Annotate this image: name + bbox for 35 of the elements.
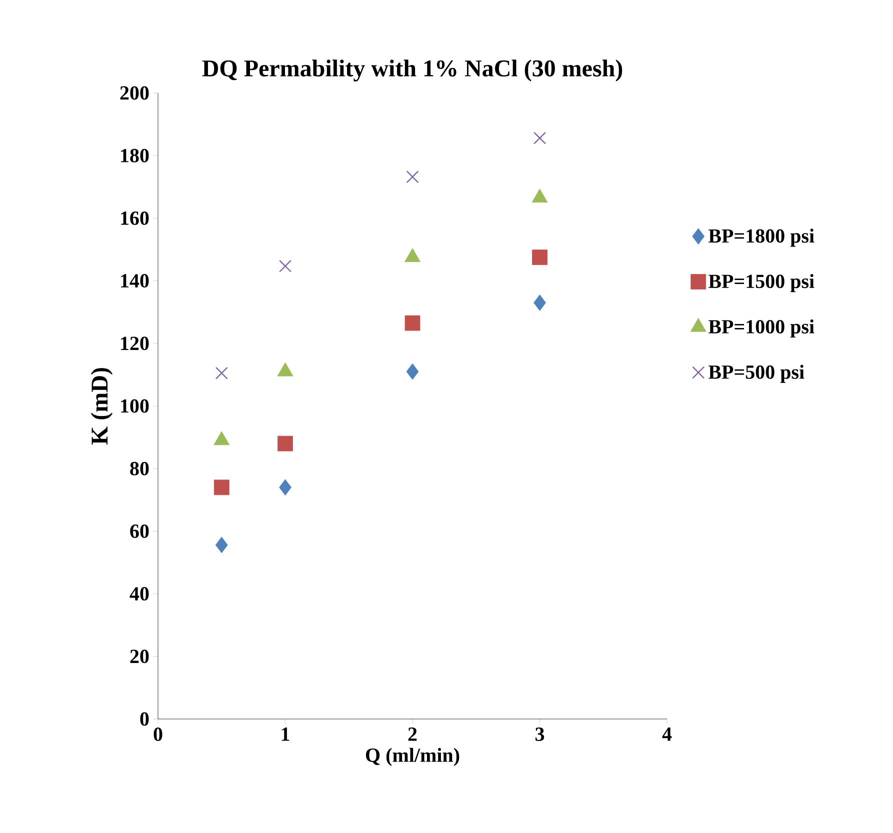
x-tick-label: 2 — [408, 728, 417, 741]
y-tick-label: 180 — [121, 148, 149, 162]
legend-label: BP=1800 psi — [708, 228, 814, 247]
x-axis-title: Q (ml/min) — [366, 748, 460, 766]
chart-title: DQ Permability with 1% NaCl (30 mesh) — [202, 60, 622, 82]
legend-label: BP=1500 psi — [708, 274, 814, 292]
point — [278, 436, 293, 452]
point — [532, 250, 548, 266]
y-tick-label: 120 — [121, 336, 149, 350]
point — [534, 294, 546, 311]
x-tick-label: 1 — [282, 728, 290, 741]
point — [214, 480, 230, 496]
point — [406, 363, 419, 380]
point — [215, 536, 228, 554]
point — [404, 315, 420, 331]
point — [279, 479, 292, 496]
y-tick-label: 100 — [121, 399, 149, 413]
y-tick-label: 0 — [140, 712, 149, 726]
y-tick-label: 200 — [120, 86, 149, 100]
y-tick-label: 20 — [130, 650, 149, 664]
y-tick-label: 80 — [130, 462, 149, 476]
point — [215, 366, 228, 380]
x-tick-label: 4 — [662, 728, 672, 741]
y-tick-label: 60 — [130, 524, 149, 538]
point — [279, 260, 292, 272]
legend-label: BP=500 psi — [708, 364, 804, 383]
point — [406, 170, 419, 184]
legend-label: BP=1000 psi — [708, 319, 814, 338]
y-tick-label: 160 — [121, 211, 149, 225]
x-tick-label: 0 — [154, 728, 162, 742]
point — [534, 132, 546, 144]
x-tick-label: 3 — [536, 728, 544, 741]
y-tick-label: 140 — [121, 274, 149, 288]
y-axis-title: K (mD) — [90, 368, 113, 445]
y-tick-label: 40 — [130, 587, 149, 601]
